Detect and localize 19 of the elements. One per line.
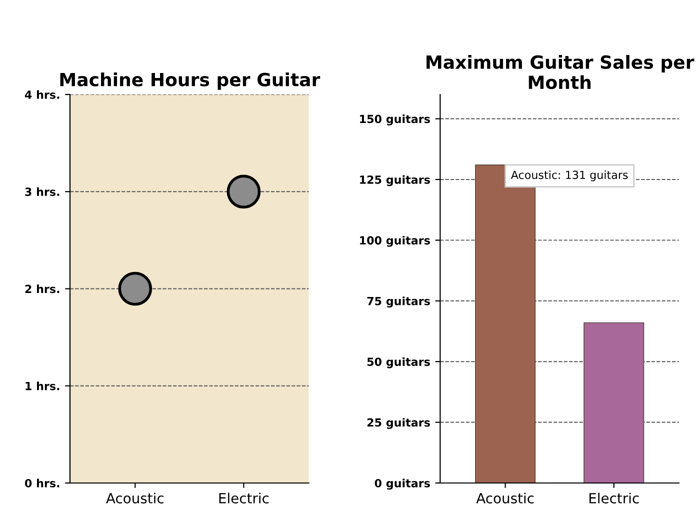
y-tick-label: 25 guitars — [367, 418, 430, 429]
y-tick-label: 100 guitars — [360, 236, 430, 247]
y-tick-label: 50 guitars — [367, 357, 430, 368]
y-tick-label: 150 guitars — [360, 114, 430, 126]
y-tick-label: 75 guitars — [367, 296, 430, 308]
y-tick-label: 2 hrs. — [25, 284, 60, 294]
y-tick-label: 125 guitars — [360, 175, 430, 186]
x-tick-label: Electric — [219, 492, 269, 504]
chart-title: Maximum Guitar Sales per Month — [426, 54, 694, 90]
x-tick-label: Acoustic — [476, 492, 534, 504]
y-tick-label: 1 hrs. — [26, 382, 60, 390]
x-tick-label: Electric — [589, 492, 639, 504]
y-tick-label: 4 hrs. — [24, 90, 60, 99]
x-tick-label: Acoustic — [106, 492, 164, 504]
annotation: Acoustic: 131 guitars — [510, 170, 628, 182]
y-tick-label: 3 hrs. — [25, 187, 60, 196]
chart-title: Machine Hours per Guitar — [60, 72, 320, 90]
y-tick-label: 0 hrs. — [24, 478, 60, 488]
y-tick-label: 0 guitars — [374, 478, 430, 490]
